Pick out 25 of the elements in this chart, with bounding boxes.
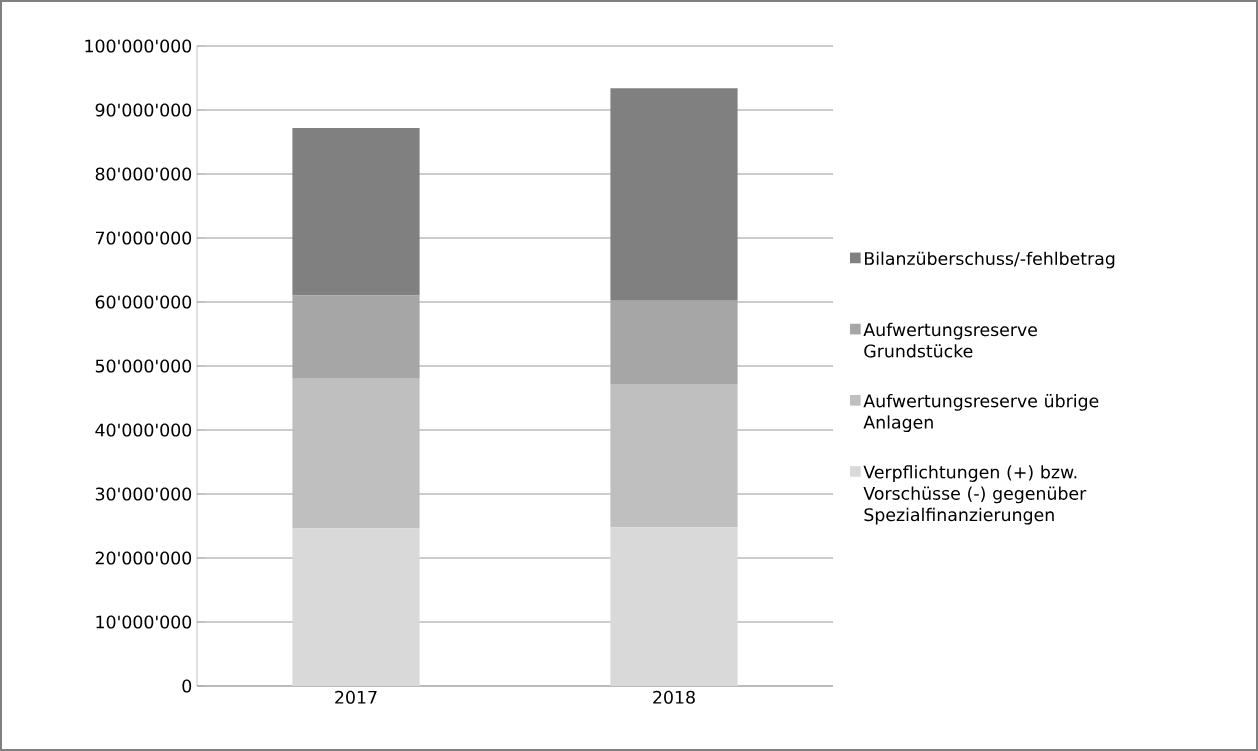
legend-label: Bilanzüberschuss/-fehlbetrag <box>865 251 1115 269</box>
bar <box>292 528 420 686</box>
y-tick-label: 10'000'000 <box>96 615 192 629</box>
legend-label: Aufwertungsreserve übrige Anlagen <box>863 393 1099 433</box>
bar <box>292 295 420 379</box>
bar <box>610 383 738 528</box>
y-tick-label: 80'000'000 <box>95 167 192 181</box>
legend-label: Aufwertungsreserve Grundstücke <box>863 322 1037 358</box>
bar <box>292 378 420 529</box>
y-tick-label: 70'000'000 <box>95 231 192 245</box>
bar <box>610 300 738 384</box>
bar <box>610 88 738 301</box>
bar <box>292 127 420 296</box>
legend-label: Verpflichtungen (+) bzw. Vorschüsse (-) gegenüber Spezialfinanzierungen <box>863 465 1087 525</box>
y-tick-label: 30'000'000 <box>95 487 192 501</box>
y-tick-label: 60'000'000 <box>95 295 192 309</box>
y-tick-label: 20'000'000 <box>95 551 192 565</box>
bar <box>610 527 738 686</box>
y-tick-label: 0 <box>182 679 192 693</box>
y-tick-label: 50'000'000 <box>95 359 192 373</box>
y-tick-label: 100'000'000 <box>85 39 192 53</box>
x-tick-label: 2017 <box>335 690 377 704</box>
y-tick-label: 90'000'000 <box>95 103 192 117</box>
y-tick-label: 40'000'000 <box>95 423 192 437</box>
x-tick-label: 2018 <box>653 690 695 704</box>
